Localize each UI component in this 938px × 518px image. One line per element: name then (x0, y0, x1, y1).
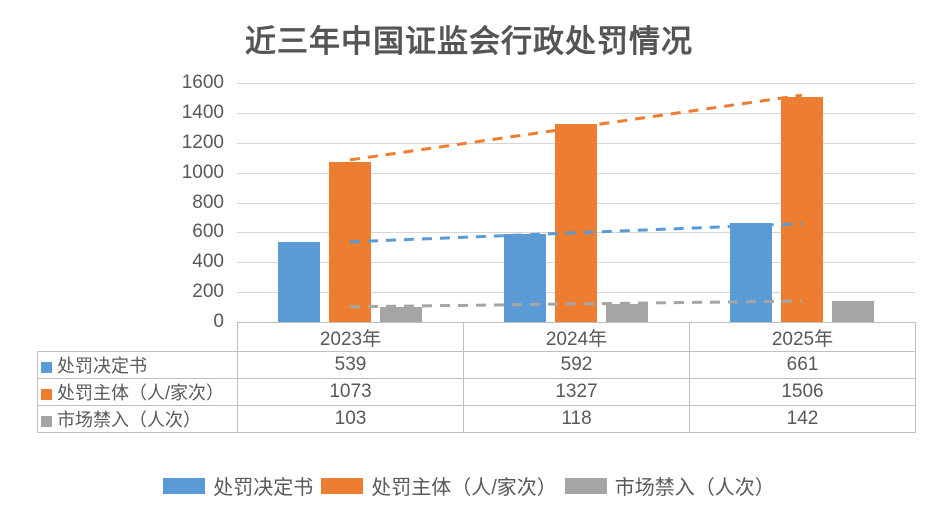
legend-swatch (163, 477, 206, 494)
data-table: 2023年 2024年 2025年处罚决定书 539 592 661 处罚主体（人/家次） 1… (37, 322, 916, 433)
legend-label: 处罚决定书 (213, 477, 314, 499)
plot-area (237, 83, 915, 322)
y-axis-tick-label: 1400 (181, 101, 224, 123)
bar-s1-c0 (329, 161, 371, 322)
y-axis-tick-label: 1000 (181, 161, 224, 183)
y-axis-tick-label: 800 (192, 191, 224, 213)
table-value-cell: 118 (463, 405, 690, 433)
series-key-swatch (41, 416, 52, 427)
y-axis-tick-label: 200 (192, 281, 224, 303)
bar-s2-c0 (380, 306, 422, 322)
legend-swatch (564, 477, 607, 494)
legend: 处罚决定书 处罚主体（人/家次） 市场禁入（人次） (0, 471, 938, 500)
bar-s1-c1 (555, 123, 597, 322)
series-key-swatch (41, 362, 52, 373)
legend-item-s0: 处罚决定书 (163, 471, 313, 500)
bar-s2-c1 (606, 304, 648, 322)
bar-s0-c2 (730, 223, 772, 322)
table-value-cell: 661 (689, 351, 916, 379)
table-year-header: 2024年 (463, 322, 690, 352)
series-name: 处罚决定书 (57, 356, 147, 376)
bar-s2-c2 (832, 300, 874, 322)
legend-label: 市场禁入（人次） (614, 477, 775, 499)
series-name: 市场禁入（人次） (57, 410, 201, 430)
table-series-label: 市场禁入（人次） (37, 405, 238, 433)
chart-title: 近三年中国证监会行政处罚情况 (245, 24, 693, 59)
table-row: 处罚决定书 539 592 661 (37, 351, 916, 379)
legend-swatch (321, 477, 364, 494)
table-series-label: 处罚决定书 (37, 351, 238, 379)
table-row: 市场禁入（人次） 103 118 142 (37, 405, 916, 433)
legend-item-s2: 市场禁入（人次） (564, 471, 775, 500)
bar-s1-c2 (781, 97, 823, 322)
gridline (237, 83, 915, 84)
bar-s0-c1 (504, 233, 546, 322)
table-value-cell: 1327 (463, 378, 690, 406)
table-value-cell: 103 (237, 405, 464, 433)
table-value-cell: 1073 (237, 378, 464, 406)
series-name: 处罚主体（人/家次） (57, 383, 225, 403)
table-year-row: 2023年 2024年 2025年 (38, 322, 916, 352)
y-axis-tick-label: 1600 (181, 72, 224, 93)
legend-item-s1: 处罚主体（人/家次） (321, 471, 557, 500)
y-axis-tick-label: 600 (192, 221, 224, 243)
table-value-cell: 539 (237, 351, 464, 379)
table-year-header: 2025年 (689, 322, 916, 352)
table-value-cell: 142 (689, 405, 916, 433)
legend-label: 处罚主体（人/家次） (371, 477, 557, 499)
y-axis-tick-label: 1200 (181, 131, 224, 153)
table-series-label: 处罚主体（人/家次） (37, 378, 238, 406)
table-year-header: 2023年 (237, 322, 464, 352)
series-key-swatch (41, 389, 52, 400)
bar-s0-c0 (278, 241, 320, 322)
y-axis-tick-label: 400 (192, 251, 224, 273)
y-axis-tick-label: 0 (213, 311, 224, 332)
table-value-cell: 592 (463, 351, 690, 379)
table-value-cell: 1506 (689, 378, 916, 406)
table-row: 处罚主体（人/家次） 1073 1327 1506 (37, 378, 916, 406)
table-corner-cell (38, 323, 238, 352)
